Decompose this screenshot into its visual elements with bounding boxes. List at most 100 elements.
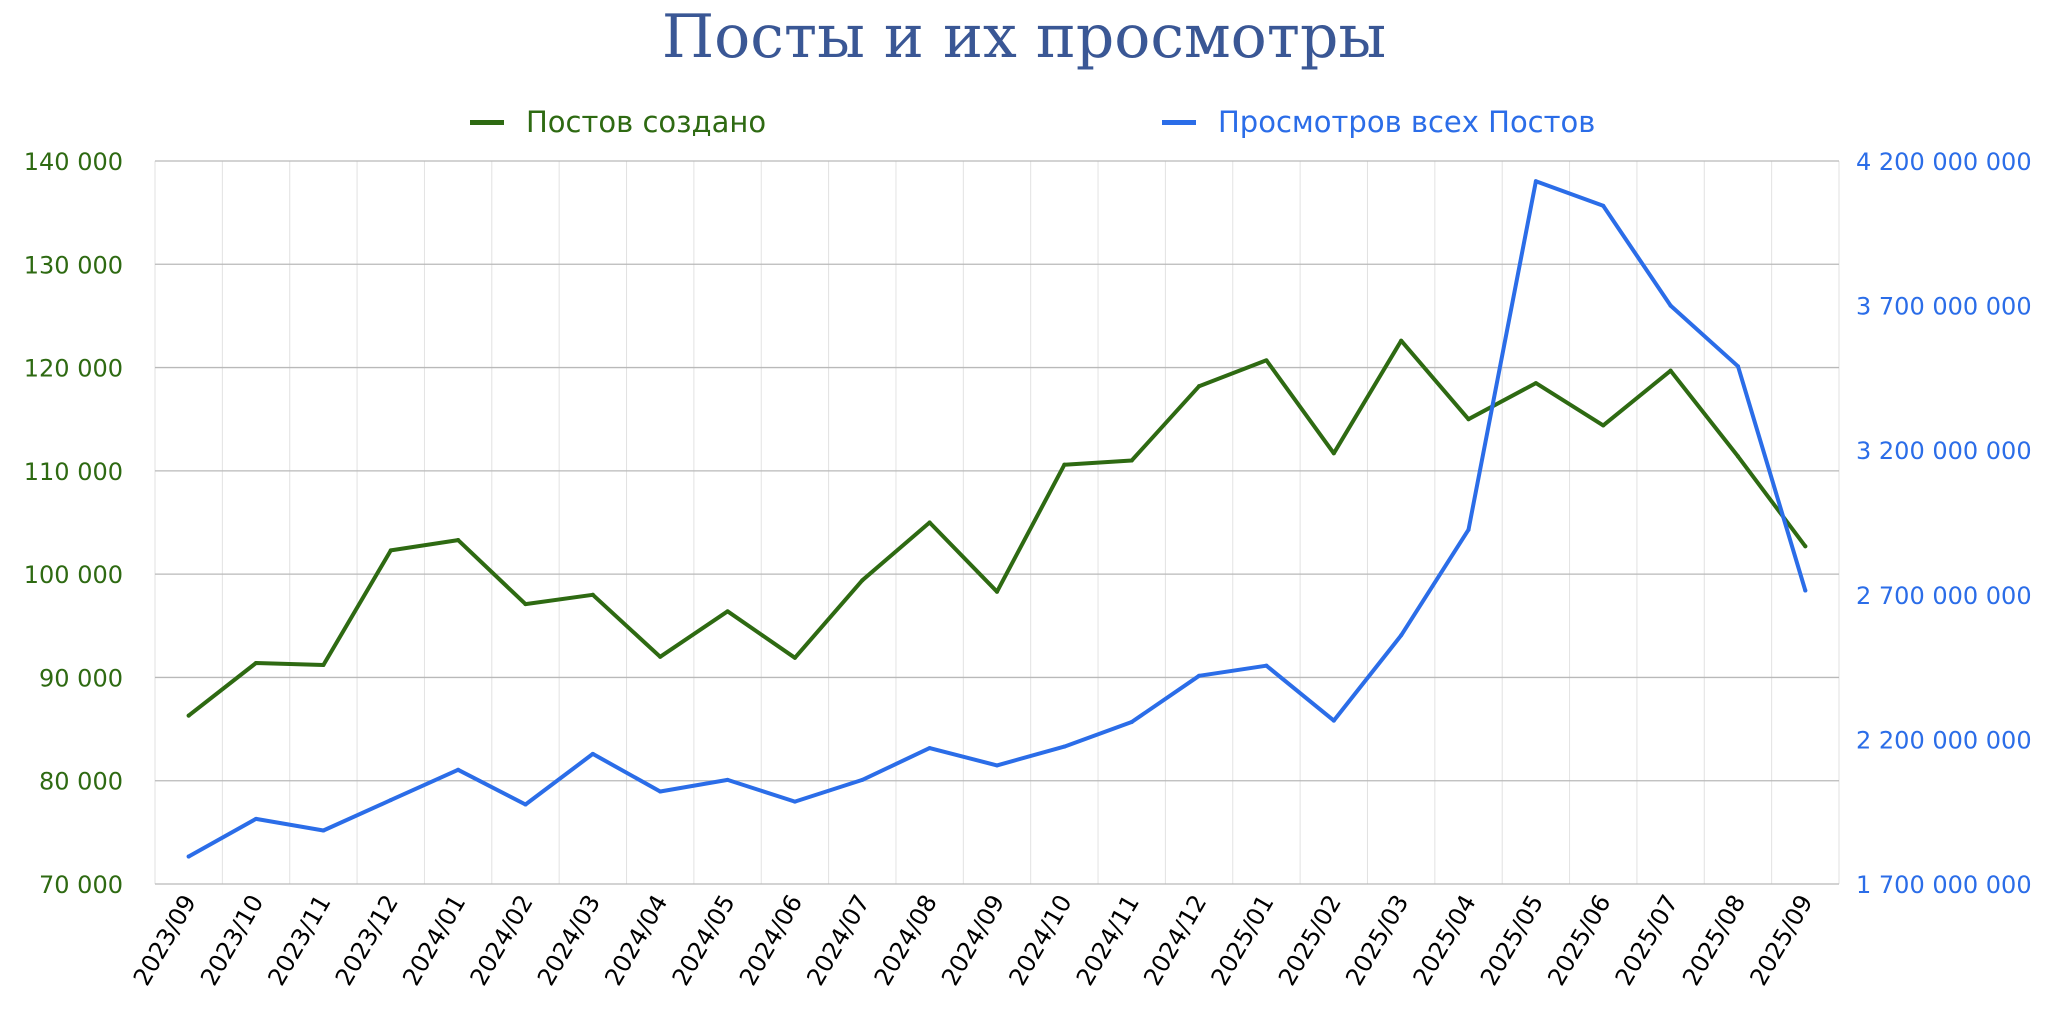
data-point-views — [388, 798, 393, 803]
x-axis-tick-label: 2023/09 — [128, 890, 202, 990]
x-axis-tick-label: 2025/03 — [1340, 890, 1414, 990]
x-axis-tick-label: 2023/12 — [330, 890, 404, 990]
data-point-posts — [860, 578, 865, 583]
x-axis-tick-label: 2024/12 — [1138, 890, 1212, 990]
data-point-posts — [1601, 423, 1606, 428]
data-point-views — [456, 767, 461, 772]
series-line-views — [186, 179, 1808, 859]
data-point-posts — [1735, 454, 1740, 459]
series-line-posts — [186, 338, 1808, 718]
data-point-views — [590, 751, 595, 756]
right-axis-tick-label: 1 700 000 000 — [1856, 871, 2032, 899]
data-point-posts — [1668, 368, 1673, 373]
data-point-views — [725, 777, 730, 782]
left-axis-tick-label: 120 000 — [24, 355, 123, 383]
data-point-posts — [1129, 458, 1134, 463]
data-point-views — [1533, 179, 1538, 184]
right-axis-tick-label: 3 700 000 000 — [1856, 293, 2032, 321]
x-axis-tick-label: 2025/09 — [1744, 890, 1818, 990]
data-point-views — [1735, 364, 1740, 369]
data-point-views — [1331, 718, 1336, 723]
data-point-views — [1399, 633, 1404, 638]
left-axis-tick-label: 90 000 — [39, 664, 123, 692]
data-point-views — [523, 802, 528, 807]
left-axis-tick-label: 100 000 — [24, 561, 123, 589]
x-axis-tick-label: 2024/08 — [869, 890, 943, 990]
legend-swatch-posts — [470, 119, 504, 125]
data-point-posts — [792, 655, 797, 660]
data-point-views — [1197, 673, 1202, 678]
data-point-views — [321, 828, 326, 833]
left-axis-tick-label: 110 000 — [24, 458, 123, 486]
data-point-views — [1668, 303, 1673, 308]
legend-swatch-views — [1162, 119, 1196, 125]
data-point-views — [1264, 663, 1269, 668]
data-point-posts — [1062, 462, 1067, 467]
data-point-posts — [1264, 358, 1269, 363]
x-axis-tick-label: 2024/10 — [1003, 890, 1077, 990]
data-point-posts — [725, 609, 730, 614]
x-axis-tick-label: 2025/04 — [1408, 890, 1482, 990]
data-point-views — [186, 854, 191, 859]
x-axis-tick-label: 2024/11 — [1071, 890, 1145, 990]
right-axis-tick-label: 3 200 000 000 — [1856, 437, 2032, 465]
x-axis-tick-label: 2025/05 — [1475, 890, 1549, 990]
x-axis-tick-label: 2024/09 — [936, 890, 1010, 990]
data-point-posts — [927, 520, 932, 525]
data-point-posts — [321, 663, 326, 668]
legend-item-posts: Постов создано — [470, 102, 766, 142]
data-point-views — [995, 763, 999, 768]
data-point-posts — [388, 548, 393, 553]
left-axis-tick-label: 140 000 — [24, 148, 123, 176]
left-axis-tick-label: 70 000 — [39, 871, 123, 899]
x-axis-tick-label: 2025/07 — [1610, 890, 1684, 990]
data-point-posts — [1197, 384, 1202, 389]
data-point-views — [1062, 744, 1067, 749]
x-axis-tick-label: 2024/03 — [532, 890, 606, 990]
x-axis-tick-label: 2024/04 — [599, 890, 673, 990]
x-axis-tick-label: 2024/07 — [801, 890, 875, 990]
data-point-posts — [254, 660, 259, 665]
x-axis-tick-label: 2024/01 — [397, 890, 471, 990]
data-point-posts — [456, 538, 461, 543]
x-axis-tick-label: 2024/05 — [667, 890, 741, 990]
x-axis-tick-label: 2024/02 — [465, 890, 539, 990]
data-point-views — [1601, 203, 1606, 208]
x-axis-tick-label: 2025/02 — [1273, 890, 1347, 990]
data-point-posts — [1399, 338, 1404, 343]
right-axis-tick-label: 2 200 000 000 — [1856, 726, 2032, 754]
x-axis-tick-label: 2023/11 — [262, 890, 336, 990]
legend-label-posts: Постов создано — [526, 105, 767, 139]
data-point-posts — [658, 654, 663, 659]
x-axis-tick-label: 2024/06 — [734, 890, 808, 990]
right-axis-tick-label: 2 700 000 000 — [1856, 582, 2032, 610]
data-point-posts — [1466, 417, 1471, 422]
data-point-posts — [523, 602, 528, 607]
x-axis-tick-label: 2023/10 — [195, 890, 269, 990]
left-axis-tick-label: 130 000 — [24, 251, 123, 279]
legend-item-views: Просмотров всех Постов — [1162, 102, 1595, 142]
legend-label-views: Просмотров всех Постов — [1218, 105, 1596, 139]
data-point-views — [927, 746, 932, 751]
data-point-posts — [1533, 381, 1538, 386]
data-point-views — [1466, 527, 1471, 532]
data-point-posts — [1803, 544, 1808, 549]
data-point-views — [254, 816, 259, 821]
data-point-views — [1129, 720, 1134, 725]
data-point-views — [1803, 588, 1808, 593]
x-axis-tick-label: 2025/06 — [1542, 890, 1616, 990]
data-point-posts — [995, 589, 999, 594]
left-axis-tick-label: 80 000 — [39, 768, 123, 796]
right-axis-tick-label: 4 200 000 000 — [1856, 148, 2032, 176]
data-point-posts — [1331, 451, 1336, 456]
data-point-posts — [186, 713, 191, 718]
x-axis-tick-label: 2025/01 — [1206, 890, 1280, 990]
x-axis-tick-label: 2025/08 — [1677, 890, 1751, 990]
chart-title: Посты и их просмотры — [661, 2, 1387, 72]
data-point-views — [860, 777, 865, 782]
data-point-views — [658, 789, 663, 794]
data-point-posts — [590, 592, 595, 597]
data-point-views — [792, 799, 797, 804]
